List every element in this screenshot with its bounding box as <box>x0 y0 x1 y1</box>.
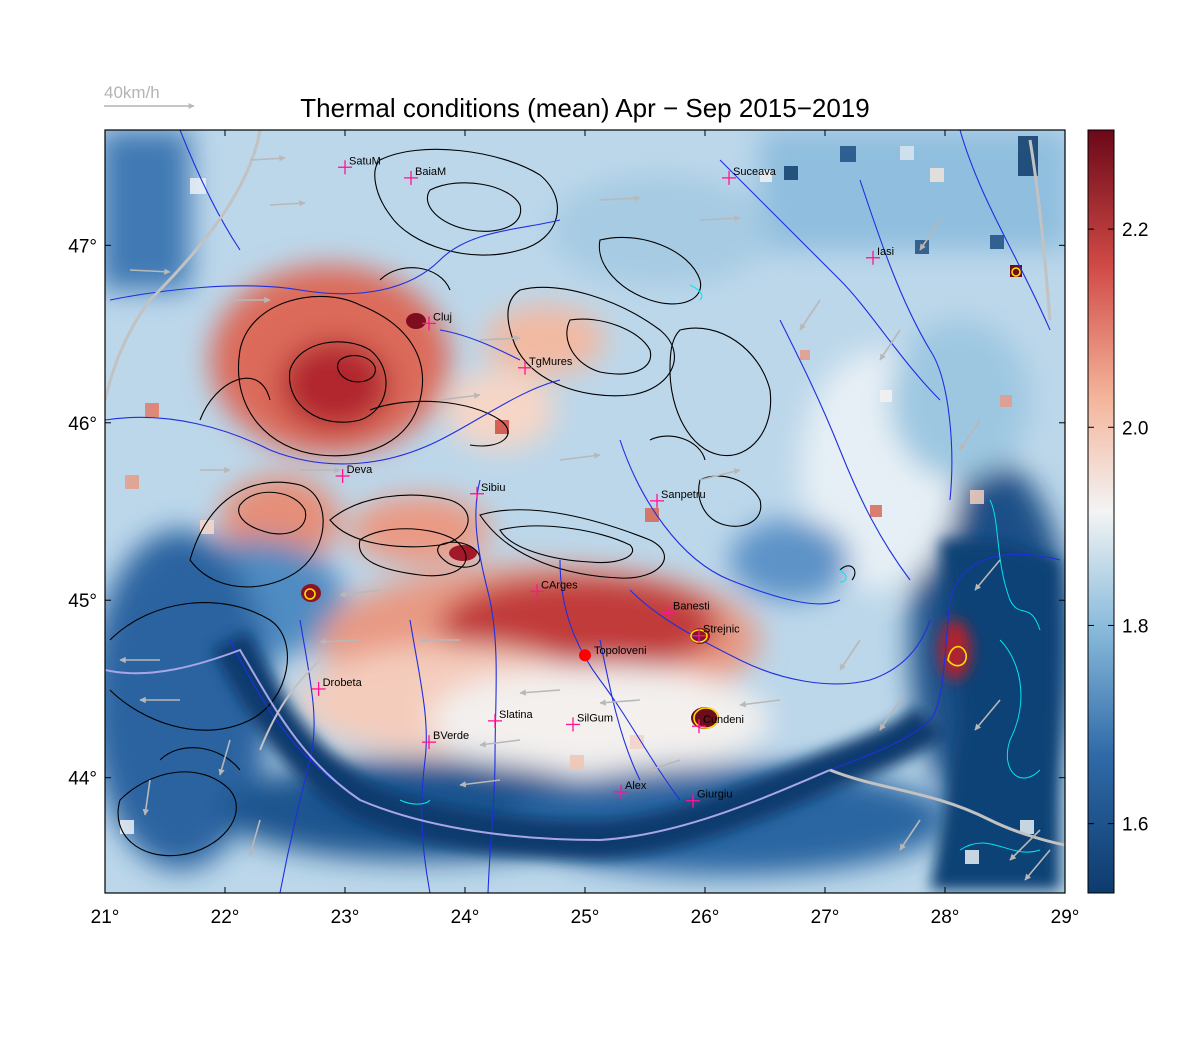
city-label: SatuM <box>349 155 381 167</box>
city-label: Giurgiu <box>697 789 732 801</box>
city-label: BVerde <box>433 730 469 742</box>
lon-tick-label: 24° <box>451 907 480 928</box>
lon-tick-label: 22° <box>211 907 240 928</box>
lat-tick-label: 45° <box>68 591 97 612</box>
lon-tick-label: 21° <box>91 907 120 928</box>
colorbar-tick-label: 1.8 <box>1122 616 1148 637</box>
city-cundeni: Cundeni <box>692 714 744 734</box>
city-satum: SatuM <box>338 155 381 175</box>
longitude-ticks: 21° 22° 23° 24° 25° 26° 27° 28° 29° <box>91 130 1080 928</box>
highlight-site: Topoloveni <box>579 645 647 662</box>
city-label: Iasi <box>877 246 894 258</box>
city-label: Alex <box>625 780 647 792</box>
city-sibiu: Sibiu <box>470 482 505 501</box>
city-cluj: Cluj <box>422 311 452 331</box>
city-label: BaiaM <box>415 166 446 178</box>
city-deva: Deva <box>335 464 374 484</box>
city-label: Sanpetru <box>661 489 706 501</box>
city-label: CArges <box>541 579 578 591</box>
city-strejnic: Strejnic <box>692 624 740 643</box>
lon-tick-label: 29° <box>1051 907 1080 928</box>
city-sanpetru: Sanpetru <box>650 489 706 508</box>
borders <box>105 130 1065 847</box>
city-carges: CArges <box>530 579 578 599</box>
lat-tick-label: 44° <box>68 769 97 790</box>
wind-arrows <box>119 155 1051 881</box>
city-iasi: Iasi <box>866 246 894 265</box>
lon-tick-label: 28° <box>931 907 960 928</box>
colorbar-tick-label: 1.6 <box>1122 815 1148 836</box>
colorbar-gradient <box>1087 129 1115 894</box>
lon-tick-label: 27° <box>811 907 840 928</box>
thermal-contours <box>109 148 856 857</box>
city-bverde: BVerde <box>422 730 469 750</box>
colorbar-ticks: 2.2 2.0 1.8 1.6 <box>1088 220 1148 836</box>
city-drobeta: Drobeta <box>311 677 363 696</box>
city-label: Strejnic <box>703 624 740 636</box>
city-suceava: Suceava <box>722 166 777 185</box>
city-label: Drobeta <box>323 677 363 689</box>
city-giurgiu: Giurgiu <box>686 789 732 808</box>
city-label: Deva <box>347 464 374 476</box>
city-markers: SatuM BaiaM Suceava Iasi Cluj TgMures Deva Sibi… <box>311 155 894 808</box>
city-banesti: Banesti <box>662 601 710 620</box>
city-label: TgMures <box>529 356 573 368</box>
city-silgum: SilGum <box>566 712 613 732</box>
wind-scale-label: 40km/h <box>104 83 160 102</box>
city-baiam: BaiaM <box>404 166 446 185</box>
city-label: Cundeni <box>703 714 744 726</box>
city-label: Slatina <box>499 709 534 721</box>
latitude-ticks: 44° 45° 46° 47° <box>68 236 1065 790</box>
cyan-contours <box>399 284 1041 853</box>
lat-tick-label: 47° <box>68 236 97 257</box>
lon-tick-label: 26° <box>691 907 720 928</box>
city-label: Suceava <box>733 166 777 178</box>
city-label: Sibiu <box>481 482 505 494</box>
colorbar-tick-label: 2.2 <box>1122 220 1148 241</box>
colorbar-tick-label: 2.0 <box>1122 418 1148 439</box>
lon-tick-label: 25° <box>571 907 600 928</box>
city-label: SilGum <box>577 712 613 724</box>
city-alex: Alex <box>614 780 647 799</box>
highlight-site-dot <box>579 649 591 662</box>
chart-title: Thermal conditions (mean) Apr − Sep 2015… <box>300 93 869 123</box>
city-slatina: Slatina <box>488 709 534 728</box>
city-label: Banesti <box>673 601 710 613</box>
city-label: Cluj <box>433 311 452 323</box>
colorbar: 2.2 2.0 1.8 1.6 <box>1087 129 1148 894</box>
lat-tick-label: 46° <box>68 414 97 435</box>
lon-tick-label: 23° <box>331 907 360 928</box>
city-tgmures: TgMures <box>518 356 573 375</box>
highlight-site-label: Topoloveni <box>594 645 647 657</box>
map-area: SatuM BaiaM Suceava Iasi Cluj TgMures Deva Sibi… <box>105 130 1065 893</box>
